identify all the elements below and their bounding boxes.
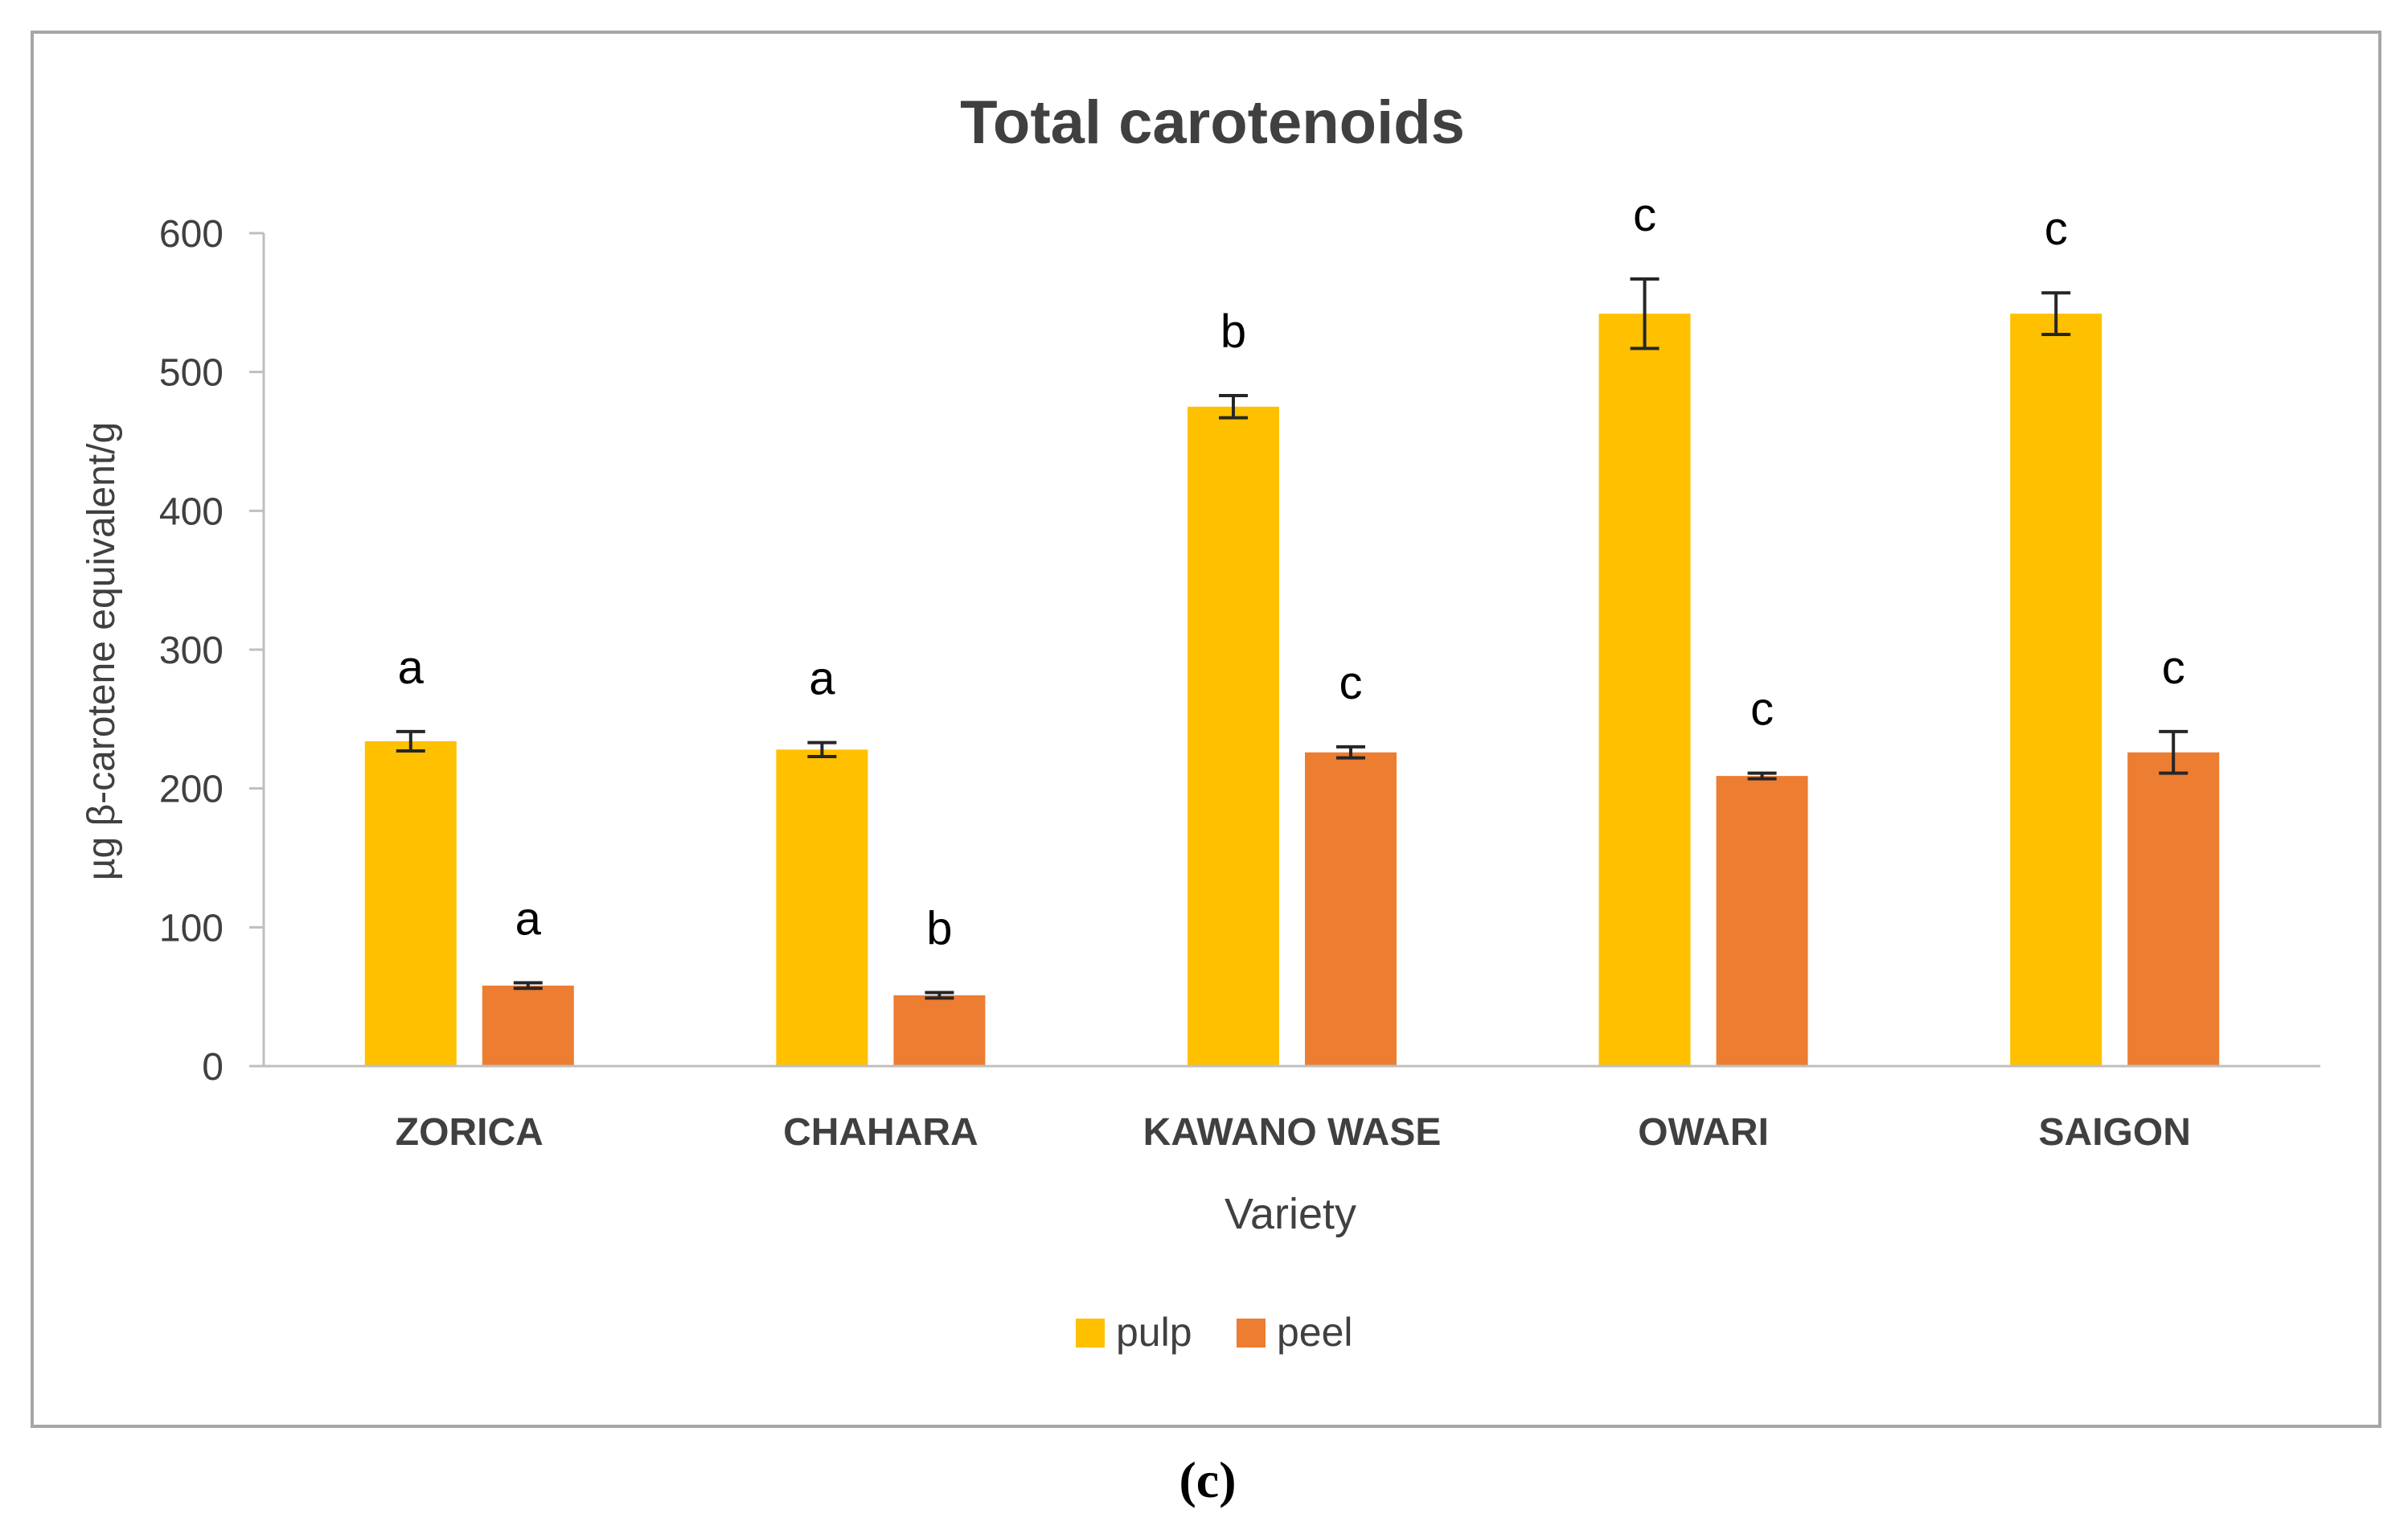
y-axis-label: µg β-carotene equivalent/g	[80, 422, 123, 880]
y-tick-label: 600	[159, 213, 224, 256]
significance-letter: a	[398, 642, 425, 694]
bar-pulp	[2010, 314, 2102, 1066]
x-tick-label: ZORICA	[396, 1111, 544, 1154]
bar-pulp	[776, 749, 868, 1066]
y-axis: 0 100 200 300 400 500 600	[159, 213, 265, 1089]
legend-swatch-peel	[1237, 1319, 1266, 1348]
bar-pulp	[364, 740, 457, 1066]
x-axis-label: Variety	[1225, 1190, 1356, 1238]
x-tick-label: KAWANO WASE	[1143, 1111, 1442, 1154]
significance-letter: a	[515, 892, 542, 945]
x-tick-label: SAIGON	[2039, 1111, 2191, 1154]
significance-letter: b	[926, 902, 952, 954]
bars: a a b c c a b c c c	[364, 189, 2220, 1066]
panel-label: (c)	[1179, 1451, 1236, 1508]
y-tick-label: 200	[159, 769, 224, 811]
bar-peel	[482, 985, 574, 1066]
x-axis: ZORICA CHAHARA KAWANO WASE OWARI SAIGON	[264, 1065, 2320, 1154]
legend-swatch-pulp	[1076, 1319, 1105, 1348]
significance-letter: c	[1633, 189, 1656, 241]
bar-peel	[893, 995, 986, 1066]
y-tick-label: 400	[159, 490, 224, 533]
significance-letter: c	[2162, 642, 2185, 694]
x-tick-label: OWARI	[1638, 1111, 1769, 1154]
legend-label-peel: peel	[1277, 1310, 1353, 1355]
x-tick-label: CHAHARA	[783, 1111, 978, 1154]
bar-peel	[2127, 752, 2220, 1066]
chart-title: Total carotenoids	[960, 88, 1465, 157]
legend-label-pulp: pulp	[1116, 1310, 1192, 1355]
bar-pulp	[1188, 406, 1279, 1066]
legend: pulp peel	[1076, 1310, 1353, 1355]
y-tick-label: 0	[202, 1046, 224, 1089]
significance-letter: c	[1339, 657, 1363, 709]
bar-peel	[1716, 776, 1808, 1066]
bar-peel	[1305, 752, 1397, 1066]
significance-letter: c	[1750, 683, 1774, 736]
significance-letter: a	[809, 653, 835, 705]
y-tick-label: 500	[159, 352, 224, 395]
significance-letter: b	[1220, 306, 1246, 358]
significance-letter: c	[2045, 203, 2068, 255]
y-tick-label: 300	[159, 630, 224, 672]
y-tick-label: 100	[159, 907, 224, 950]
bar-pulp	[1598, 314, 1691, 1066]
